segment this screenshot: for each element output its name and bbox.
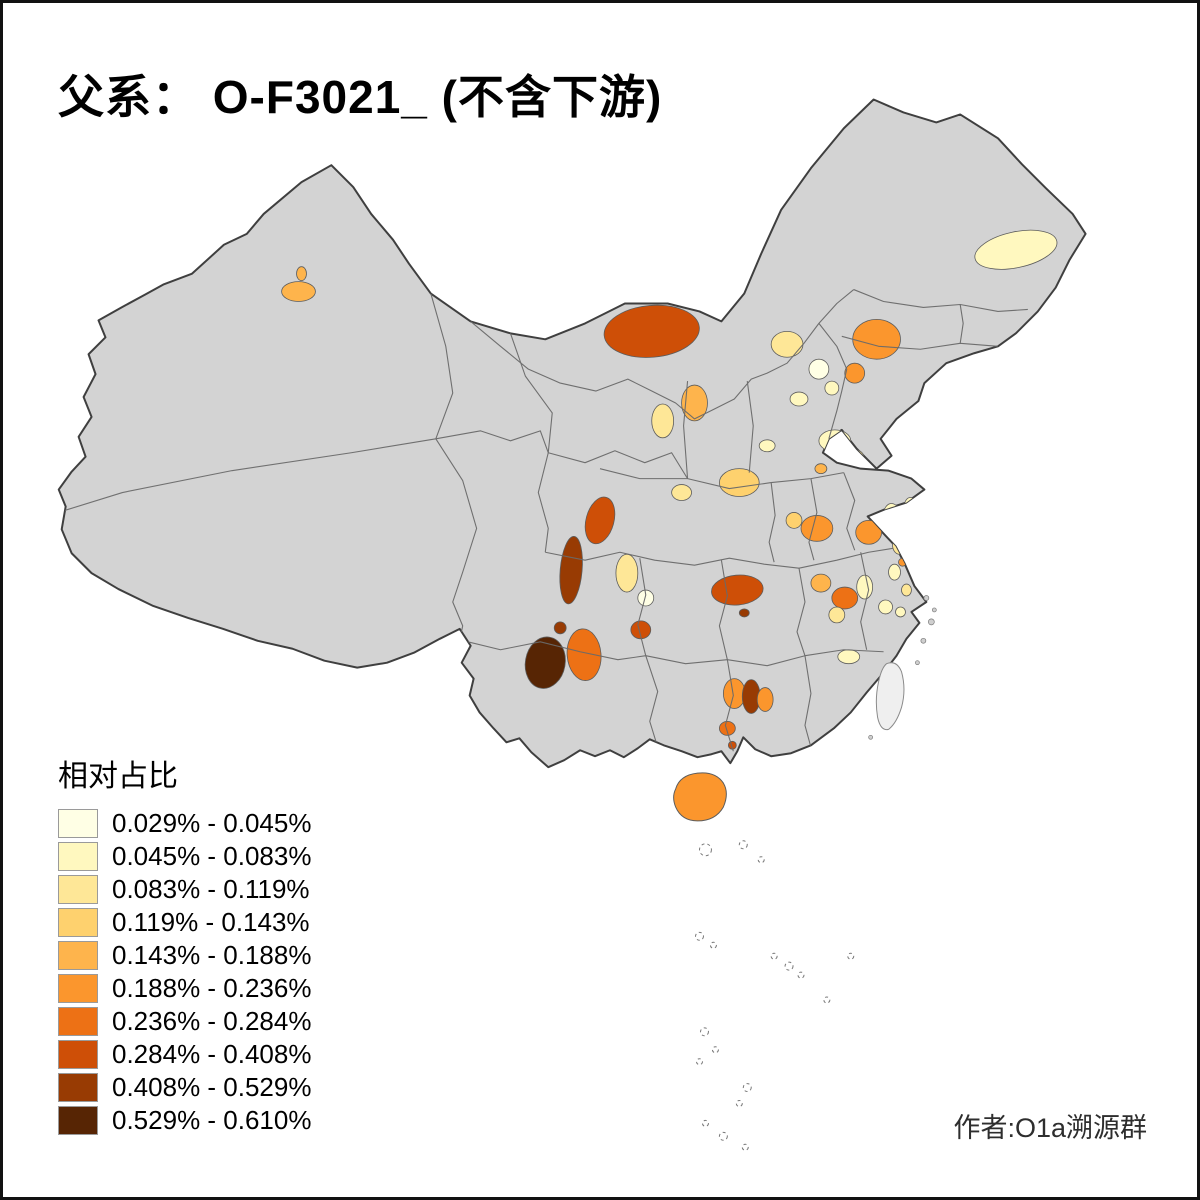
legend-title: 相对占比	[58, 760, 178, 793]
map-region	[888, 563, 901, 581]
map-region	[281, 281, 316, 302]
map-region	[856, 574, 874, 600]
legend-label: 0.119% - 0.143%	[112, 907, 310, 937]
colored-regions	[281, 229, 1058, 1029]
legend-label: 0.083% - 0.119%	[112, 874, 310, 904]
map-region	[852, 319, 901, 360]
hainan-island	[673, 772, 727, 822]
map-region	[637, 589, 655, 607]
map-region	[878, 599, 893, 615]
legend-label: 0.029% - 0.045%	[112, 808, 312, 838]
china-choropleth-map	[57, 98, 1087, 1151]
legend-row: 0.529% - 0.610%	[58, 1105, 312, 1135]
legend-label: 0.284% - 0.408%	[112, 1039, 312, 1069]
legend-swatch	[58, 908, 98, 937]
map-region	[824, 380, 840, 396]
legend-row: 0.284% - 0.408%	[58, 1039, 312, 1069]
map-region	[651, 403, 675, 439]
map-region	[855, 520, 882, 545]
map-region	[681, 384, 708, 422]
legend-swatch	[58, 1073, 98, 1102]
map-region	[758, 439, 776, 453]
map-region	[615, 553, 639, 593]
legend-swatch	[58, 842, 98, 871]
coastal-islets	[868, 595, 937, 740]
legend-swatch	[58, 1007, 98, 1036]
china-mainland	[57, 98, 1087, 769]
province-borders	[64, 289, 1028, 752]
legend-swatch	[58, 974, 98, 1003]
map-region	[883, 503, 900, 526]
map-region	[785, 512, 803, 529]
map-region	[719, 468, 760, 497]
legend-swatch	[58, 941, 98, 970]
map-region	[711, 574, 764, 606]
map-region	[524, 636, 566, 689]
map-region	[974, 229, 1058, 270]
legend-label: 0.188% - 0.236%	[112, 973, 312, 1003]
legend-swatch	[58, 1040, 98, 1069]
map-region	[837, 649, 861, 665]
legend-row: 0.408% - 0.529%	[58, 1072, 312, 1102]
map-region	[722, 678, 746, 709]
legend-rows: 0.029% - 0.045% 0.045% - 0.083% 0.083% - 0…	[58, 808, 312, 1135]
legend-label: 0.236% - 0.284%	[112, 1006, 312, 1036]
map-region	[603, 304, 700, 358]
legend-row: 0.029% - 0.045%	[58, 808, 312, 838]
legend-swatch	[58, 809, 98, 838]
legend-row: 0.045% - 0.083%	[58, 841, 312, 871]
attribution-text: 作者:O1a溯源群	[953, 1113, 1147, 1143]
legend-label: 0.529% - 0.610%	[112, 1105, 312, 1135]
map-region	[831, 586, 859, 610]
map-region	[584, 496, 616, 545]
map-region	[566, 628, 602, 681]
legend-label: 0.143% - 0.188%	[112, 940, 312, 970]
map-region	[814, 463, 828, 475]
dashed-islets	[695, 840, 855, 1151]
taiwan-island	[875, 662, 905, 731]
map-region	[738, 608, 750, 618]
map-region	[818, 429, 852, 453]
map-region	[719, 720, 736, 736]
map-region	[800, 515, 834, 542]
map-region	[844, 362, 866, 384]
legend-swatch	[58, 1106, 98, 1135]
map-region	[756, 687, 774, 712]
map-region	[553, 621, 567, 635]
map-region	[671, 484, 692, 501]
map-region	[630, 620, 652, 640]
legend-row: 0.119% - 0.143%	[58, 907, 311, 937]
map-region	[828, 606, 846, 624]
page-title: 父系： O-F3021_ (不含下游)	[58, 71, 663, 123]
map-region	[559, 536, 583, 605]
legend-row: 0.143% - 0.188%	[58, 940, 312, 970]
map-region	[771, 1023, 783, 1029]
map-region	[808, 358, 830, 380]
map-region	[845, 449, 865, 465]
map-region	[901, 583, 912, 597]
map-region	[770, 330, 804, 358]
legend: 相对占比 0.029% - 0.045% 0.045% - 0.083% 0.083…	[58, 751, 311, 1139]
legend-row: 0.083% - 0.119%	[58, 874, 311, 904]
map-region	[789, 391, 809, 407]
legend-label: 0.408% - 0.529%	[112, 1072, 312, 1102]
map-region	[296, 266, 307, 282]
map-region	[895, 606, 906, 618]
legend-row: 0.236% - 0.284%	[58, 1006, 312, 1036]
legend-row: 0.188% - 0.236%	[58, 973, 312, 1003]
legend-label: 0.045% - 0.083%	[112, 841, 312, 871]
map-region	[810, 573, 832, 593]
legend-swatch	[58, 875, 98, 904]
